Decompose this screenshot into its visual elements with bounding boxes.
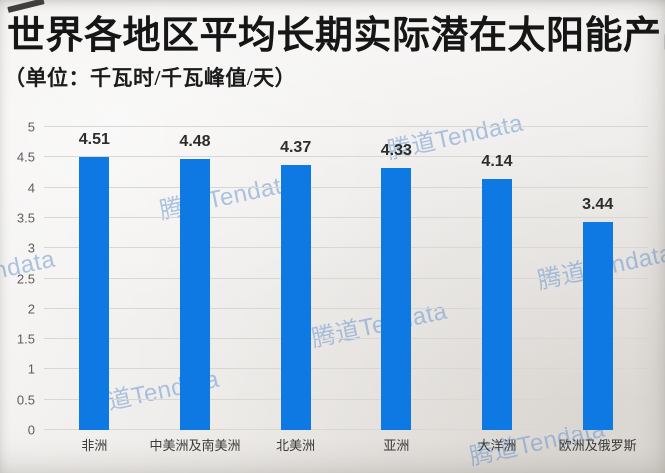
gridline-3 <box>44 247 648 249</box>
x-axis-label-非洲: 非洲 <box>81 438 108 453</box>
bar-中美洲及南美洲 <box>180 158 210 430</box>
bar-value-label: 4.14 <box>481 153 513 171</box>
bar-北美洲 <box>280 165 311 430</box>
x-axis-label-亚洲: 亚洲 <box>383 438 410 453</box>
y-axis-tick-label: 1.5 <box>16 331 35 347</box>
y-axis-tick-label: 0.5 <box>16 392 35 408</box>
x-axis-label-中美洲及南美洲: 中美洲及南美洲 <box>149 438 241 453</box>
gridline-5 <box>44 126 648 127</box>
gridline-0.5 <box>44 398 648 400</box>
gridline-3.5 <box>44 216 648 218</box>
y-axis-tick-label: 4 <box>27 180 35 196</box>
bar-大洋洲 <box>482 179 512 430</box>
gridline-1 <box>44 368 648 370</box>
gridline-1.5 <box>44 338 648 340</box>
y-axis-tick-label: 3.5 <box>16 210 35 226</box>
y-axis-tick-label: 1 <box>27 361 35 377</box>
x-axis-label-欧洲及俄罗斯: 欧洲及俄罗斯 <box>558 438 637 453</box>
y-axis-tick-label: 0 <box>27 422 35 438</box>
bar-欧洲及俄罗斯 <box>582 221 613 430</box>
bar-亚洲 <box>381 167 412 430</box>
bar-value-label: 4.33 <box>380 141 412 159</box>
paper-crease-mark <box>7 0 45 13</box>
x-axis-label-大洋洲: 大洋洲 <box>477 438 517 453</box>
x-axis-label-北美洲: 北美洲 <box>276 438 316 453</box>
bar-value-label: 4.51 <box>78 130 110 148</box>
gridline-2.5 <box>44 277 648 279</box>
y-axis-tick-label: 3 <box>27 240 35 256</box>
y-axis-tick-label: 2.5 <box>16 271 35 286</box>
y-axis-tick-label: 4.5 <box>16 149 35 165</box>
gridline-4.5 <box>44 156 648 158</box>
gridline-4 <box>44 186 648 188</box>
chart-unit-subtitle: （单位：千瓦时/千瓦峰值/天） <box>4 66 297 90</box>
bar-value-label: 4.48 <box>179 132 211 150</box>
y-axis-tick-label: 5 <box>27 119 35 135</box>
plot-area: 0 0.5 1 1.5 2 2.5 3 3.5 4 4.5 5 4.51 非洲 4.48 中美洲及南美洲 4.… <box>17 121 648 452</box>
bar-value-label: 4.37 <box>280 139 312 157</box>
chart-title: 世界各地区平均长期实际潜在太阳能产出 <box>7 15 665 57</box>
bar-value-label: 3.44 <box>582 195 614 213</box>
gridline-2 <box>44 307 648 309</box>
bar-非洲 <box>79 156 110 430</box>
y-axis-tick-label: 2 <box>27 301 35 317</box>
gridline-0 <box>44 429 648 430</box>
